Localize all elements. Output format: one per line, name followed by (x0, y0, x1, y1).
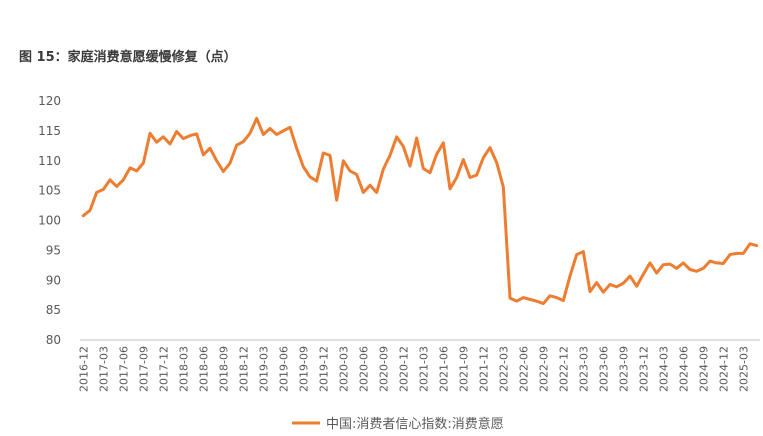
x-tick-label: 2023-09 (617, 346, 630, 392)
x-tick-label: 2023-03 (577, 346, 590, 392)
x-tick-label: 2022-12 (557, 346, 570, 392)
y-tick-label: 95 (46, 243, 61, 257)
x-tick-label: 2020-12 (397, 346, 410, 392)
x-tick-label: 2017-09 (137, 346, 150, 392)
x-tick-label: 2016-12 (77, 346, 90, 392)
x-tick-label: 2019-09 (297, 346, 310, 392)
y-tick-label: 115 (38, 124, 61, 138)
x-tick-label: 2018-06 (197, 346, 210, 392)
y-tick-label: 100 (38, 214, 61, 228)
y-axis: 80 85 90 95 100 105 110 115 120 (38, 94, 61, 347)
figure-title: 图 15：家庭消费意愿缓慢修复（点） (19, 50, 237, 65)
x-tick-label: 2024-03 (657, 346, 670, 392)
x-tick-label: 2021-12 (477, 346, 490, 392)
x-tick-label: 2024-06 (677, 346, 690, 392)
legend-label: 中国:消费者信心指数:消费意愿 (326, 416, 504, 432)
x-tick-label: 2018-03 (177, 346, 190, 392)
x-tick-label: 2018-09 (217, 346, 230, 392)
x-tick-label: 2025-03 (737, 346, 750, 392)
x-tick-label: 2022-06 (517, 346, 530, 392)
x-tick-label: 2021-03 (417, 346, 430, 392)
x-tick-label: 2024-12 (717, 346, 730, 392)
series-line (81, 116, 759, 306)
y-tick-label: 90 (46, 273, 61, 287)
x-tick-label: 2022-09 (537, 346, 550, 392)
x-tick-label: 2017-12 (157, 346, 170, 392)
x-axis: 2016-12 2017-03 2017-06 2017-09 2017-12 2018-… (77, 346, 750, 392)
x-tick-label: 2021-06 (437, 346, 450, 392)
x-tick-label: 2022-03 (497, 346, 510, 392)
x-tick-label: 2020-03 (337, 346, 350, 392)
y-tick-label: 105 (38, 184, 61, 198)
x-tick-label: 2020-06 (357, 346, 370, 392)
y-tick-label: 85 (46, 303, 61, 317)
y-tick-label: 110 (38, 154, 61, 168)
x-tick-label: 2024-09 (697, 346, 710, 392)
x-tick-label: 2023-06 (597, 346, 610, 392)
x-tick-label: 2019-03 (257, 346, 270, 392)
x-tick-label: 2019-12 (317, 346, 330, 392)
legend: 中国:消费者信心指数:消费意愿 (292, 416, 504, 432)
series-points (83, 118, 757, 304)
y-tick-label: 120 (38, 94, 61, 108)
x-tick-label: 2018-12 (237, 346, 250, 392)
y-tick-label: 80 (46, 333, 61, 347)
x-tick-label: 2019-06 (277, 346, 290, 392)
x-tick-label: 2020-09 (377, 346, 390, 392)
x-tick-label: 2023-12 (637, 346, 650, 392)
x-tick-label: 2017-06 (117, 346, 130, 392)
x-tick-label: 2017-03 (97, 346, 110, 392)
x-tick-label: 2021-09 (457, 346, 470, 392)
